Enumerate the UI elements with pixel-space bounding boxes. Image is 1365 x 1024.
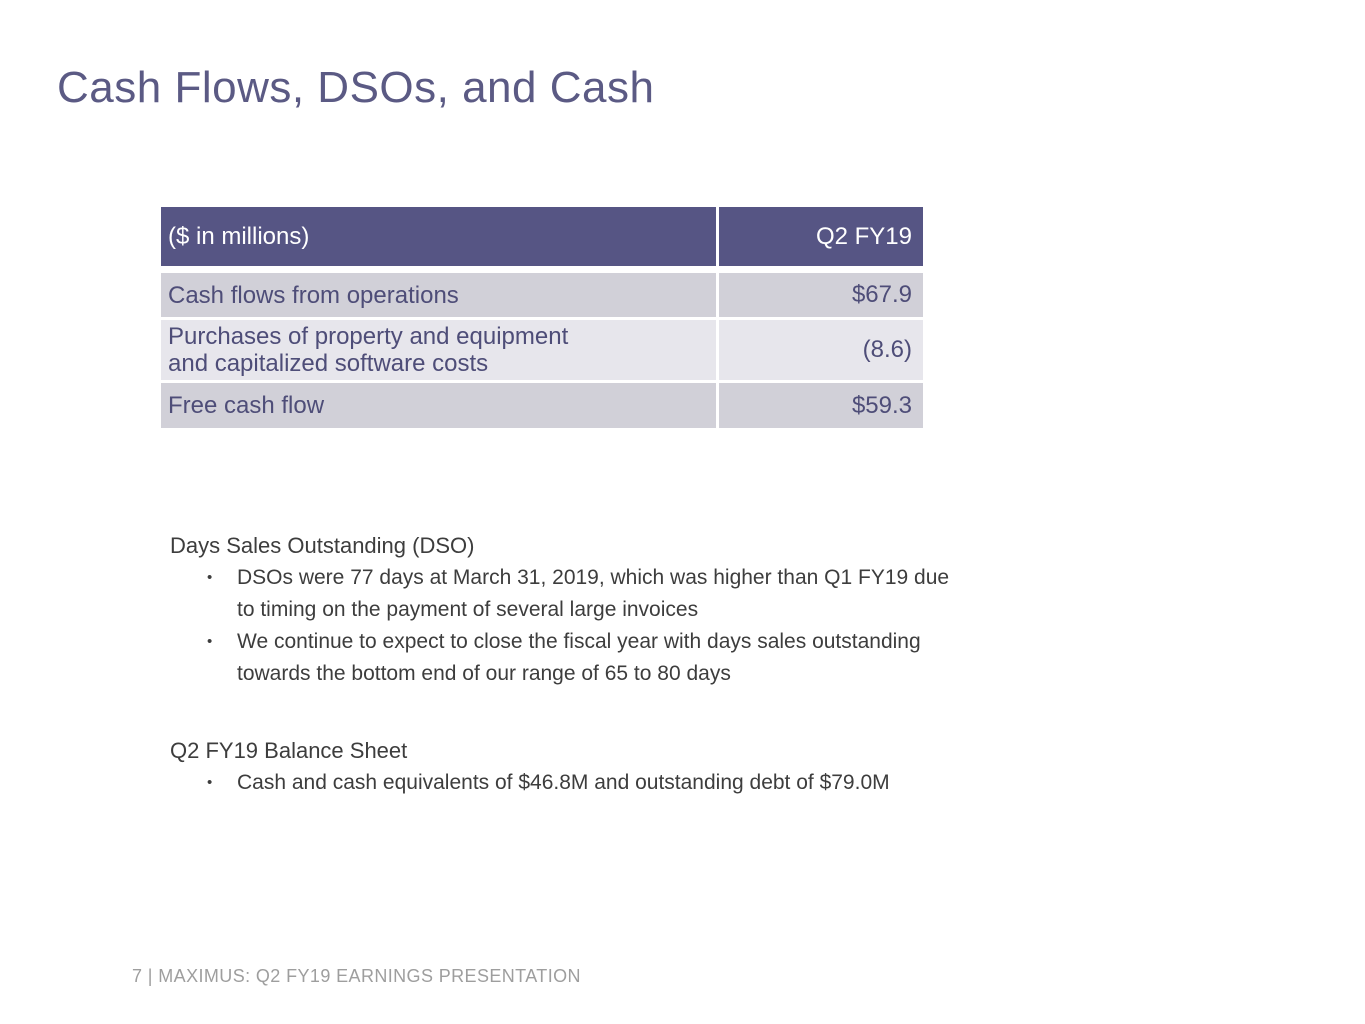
- bullet-text: Cash and cash equivalents of $46.8M and …: [237, 771, 890, 794]
- bullet-dot-icon: •: [207, 774, 213, 791]
- row-label: Purchases of property and equipment and …: [161, 320, 716, 380]
- bullet-item: • DSOs were 77 days at March 31, 2019, w…: [170, 562, 1170, 626]
- table-row: Purchases of property and equipment and …: [161, 320, 923, 380]
- table-header-label: ($ in millions): [161, 207, 716, 266]
- footer-text: 7 | MAXIMUS: Q2 FY19 EARNINGS PRESENTATI…: [132, 966, 581, 986]
- bullet-dot-icon: •: [207, 569, 213, 586]
- table-row: Cash flows from operations $67.9: [161, 273, 923, 317]
- row-label: Cash flows from operations: [161, 273, 716, 317]
- table-row: Free cash flow $59.3: [161, 383, 923, 428]
- bullet-dot-icon: •: [207, 633, 213, 650]
- section-balance-sheet: Q2 FY19 Balance Sheet • Cash and cash eq…: [170, 735, 1170, 799]
- slide-title: Cash Flows, DSOs, and Cash: [57, 63, 655, 112]
- table-header-period: Q2 FY19: [719, 207, 923, 266]
- section-dso: Days Sales Outstanding (DSO) • DSOs were…: [170, 530, 1170, 690]
- row-value: $59.3: [719, 383, 923, 428]
- row-label: Free cash flow: [161, 383, 716, 428]
- bullet-text: We continue to expect to close the fisca…: [237, 630, 921, 685]
- financial-table: ($ in millions) Q2 FY19 Cash flows from …: [161, 207, 923, 431]
- row-value: $67.9: [719, 273, 923, 317]
- table-header-row: ($ in millions) Q2 FY19: [161, 207, 923, 266]
- section-heading: Days Sales Outstanding (DSO): [170, 533, 475, 558]
- section-heading: Q2 FY19 Balance Sheet: [170, 738, 408, 763]
- bullet-item: • Cash and cash equivalents of $46.8M an…: [170, 767, 1170, 799]
- row-value: (8.6): [719, 320, 923, 380]
- bullet-item: • We continue to expect to close the fis…: [170, 626, 1170, 690]
- bullet-text: DSOs were 77 days at March 31, 2019, whi…: [237, 566, 950, 621]
